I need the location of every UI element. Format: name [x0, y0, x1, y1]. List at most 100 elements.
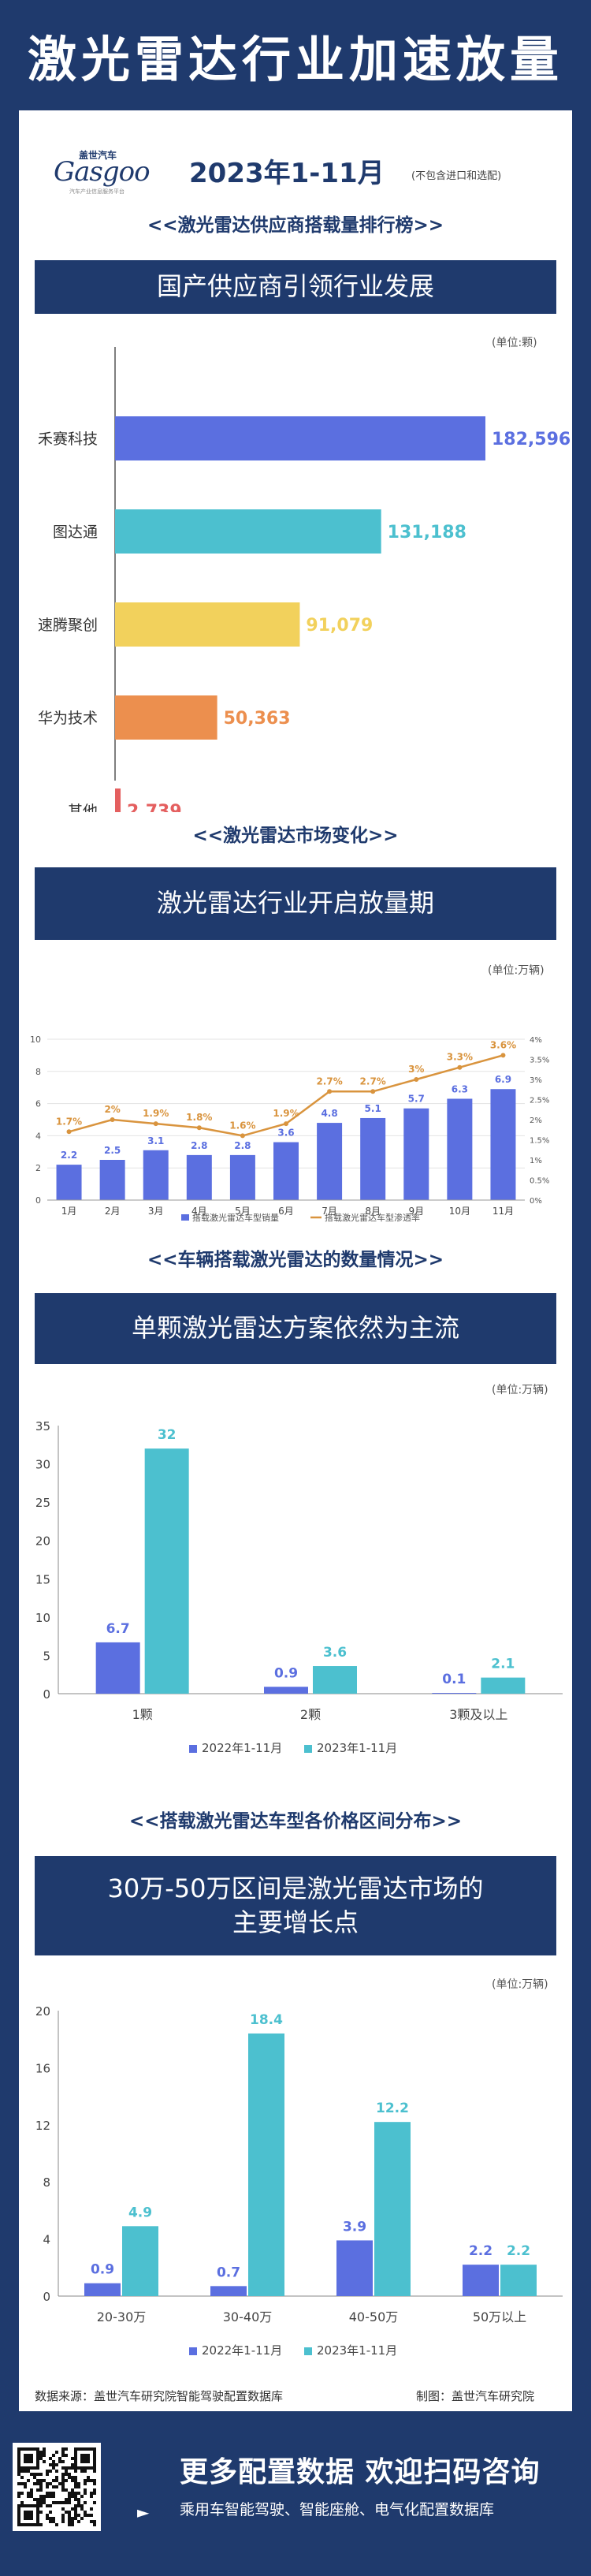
qr-module [93, 2520, 96, 2523]
qr-module [55, 2451, 58, 2454]
bar [500, 2265, 537, 2296]
qr-code[interactable] [13, 2443, 101, 2531]
legend-swatch-2022 [189, 2347, 197, 2355]
qr-module [46, 2495, 49, 2498]
qr-module [74, 2495, 77, 2498]
qr-module [49, 2463, 52, 2466]
x-tick-label: 2月 [105, 1206, 121, 1217]
category-label: 华为技术 [38, 710, 98, 727]
qr-module [52, 2460, 55, 2463]
qr-module [39, 2495, 43, 2498]
bar [374, 2122, 411, 2296]
qr-module [33, 2498, 36, 2501]
page-header: 激光雷达行业加速放量 [0, 0, 591, 110]
qr-module [52, 2501, 55, 2504]
value-label: 0.1 [442, 1672, 466, 1687]
bar [115, 788, 121, 812]
qr-module [71, 2492, 74, 2495]
qr-module [71, 2476, 74, 2479]
qr-module [84, 2470, 87, 2473]
qr-module [49, 2504, 52, 2507]
x-tick-label: 11月 [492, 1206, 514, 1217]
qr-module [65, 2466, 68, 2470]
unit-label-price: (单位:万辆) [492, 1978, 548, 1991]
qr-module [17, 2482, 20, 2485]
line-label: 3% [408, 1064, 424, 1075]
qr-module [30, 2492, 33, 2495]
qr-module [20, 2470, 24, 2473]
qr-module [39, 2504, 43, 2507]
bar [273, 1142, 299, 1200]
section-banner-suppliers: 国产供应商引领行业发展 [35, 260, 556, 314]
value-label: 182,596 [492, 430, 571, 449]
qr-module [27, 2479, 30, 2482]
qr-module [68, 2473, 71, 2476]
value-label: 18.4 [250, 2012, 283, 2028]
bar [481, 1677, 526, 1694]
qr-module [61, 2507, 65, 2511]
qr-module [93, 2523, 96, 2526]
qr-module [93, 2492, 96, 2495]
value-label: 6.3 [452, 1083, 468, 1094]
bar [360, 1117, 386, 1200]
qr-module [55, 2523, 58, 2526]
qr-module [71, 2523, 74, 2526]
qr-module [33, 2482, 36, 2485]
qr-module [74, 2476, 77, 2479]
line-point [327, 1089, 333, 1094]
legend-label-2023: 2023年1-11月 [317, 1741, 397, 1755]
qr-module [17, 2495, 20, 2498]
qr-module [61, 2466, 65, 2470]
qr-module [20, 2501, 24, 2504]
bar [122, 2226, 158, 2296]
qr-module [80, 2470, 84, 2473]
logo-brand: Gasgoo [54, 156, 151, 188]
section-banner-market: 激光雷达行业开启放量期 [35, 867, 556, 940]
qr-module [74, 2511, 77, 2514]
category-label: 图达通 [53, 524, 98, 541]
qr-module [90, 2479, 93, 2482]
qr-module [61, 2460, 65, 2463]
line-point [110, 1117, 115, 1122]
qr-code-pattern [17, 2447, 96, 2526]
y-tick-label: 8 [43, 2175, 50, 2190]
section-heading-price: <<搭载激光雷达车型各价格区间分布>> [128, 1811, 463, 1832]
data-source: 数据来源：盖世汽车研究院智能驾驶配置数据库 [35, 2389, 284, 2403]
value-label: 2,739 [127, 802, 182, 812]
section-banner-price: 30万-50万区间是激光雷达市场的 主要增长点 [35, 1856, 556, 1955]
y-tick-label: 5 [43, 1649, 50, 1663]
bar [143, 1150, 169, 1200]
qr-module [33, 2473, 36, 2476]
line-point [414, 1077, 419, 1082]
qr-module [90, 2507, 93, 2511]
qr-module [52, 2454, 55, 2457]
x-tick-label: 20-30万 [97, 2309, 147, 2324]
section-heading-suppliers: <<激光雷达供应商搭载量排行榜>> [147, 215, 444, 236]
qr-module [84, 2482, 87, 2485]
qr-module [61, 2451, 65, 2454]
qr-module [61, 2454, 65, 2457]
qr-module [68, 2466, 71, 2470]
report-card: 盖世汽车 Gasgoo 汽车产业信息服务平台 2023年1-11月 (不包含进口… [19, 110, 572, 2411]
line-label: 3.3% [447, 1052, 473, 1063]
qr-module [17, 2473, 20, 2476]
y2-tick-label: 3% [530, 1076, 542, 1085]
page-title: 激光雷达行业加速放量 [27, 31, 563, 88]
y-tick-label: 4 [43, 2233, 50, 2247]
value-label: 3.9 [343, 2219, 366, 2235]
qr-module [49, 2457, 52, 2460]
qr-module [39, 2457, 43, 2460]
value-label: 2.5 [104, 1145, 121, 1156]
bar [403, 1108, 429, 1200]
y-tick-label: 8 [35, 1067, 41, 1077]
qr-module [74, 2498, 77, 2501]
line-label: 1.9% [143, 1108, 169, 1119]
qr-module [24, 2470, 27, 2473]
qr-module [39, 2473, 43, 2476]
qr-module [84, 2492, 87, 2495]
x-tick-label: 2颗 [300, 1707, 321, 1722]
value-label: 32 [158, 1427, 177, 1443]
qr-module [65, 2447, 68, 2451]
y-tick-label: 10 [30, 1035, 41, 1045]
y-tick-label: 16 [35, 2061, 50, 2075]
